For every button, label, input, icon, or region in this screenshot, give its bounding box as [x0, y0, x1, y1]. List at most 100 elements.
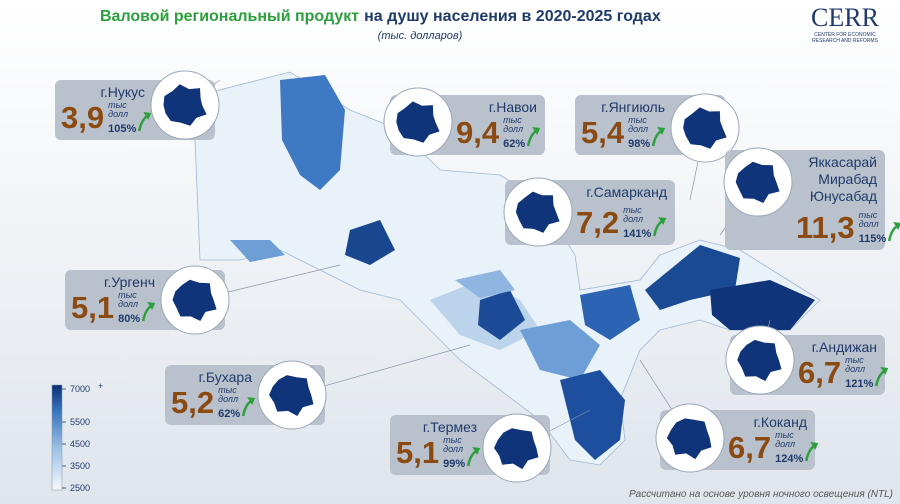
- city-shape: [737, 339, 782, 381]
- growth-arrowhead: [472, 447, 481, 455]
- region: [280, 75, 345, 190]
- footnote: Рассчитано на основе уровня ночного осве…: [629, 489, 893, 500]
- city-name: г.Янгиюль: [601, 99, 665, 115]
- unit: долл: [443, 444, 463, 454]
- country: [194, 71, 821, 466]
- logo-line: CENTER FOR ECONOMIC: [814, 32, 876, 38]
- logo-line: RESEARCH AND REFORMS: [812, 38, 879, 44]
- city-name: г.Навои: [489, 99, 537, 115]
- region: [560, 370, 625, 460]
- growth: 105%: [108, 123, 136, 135]
- city-name: Мирабад: [818, 171, 877, 187]
- region: [230, 240, 285, 262]
- growth: 62%: [218, 408, 240, 420]
- growth: 124%: [775, 453, 803, 465]
- gdp-value: 5,1: [71, 290, 114, 325]
- unit: тыс: [108, 100, 127, 110]
- city-shape: [735, 161, 780, 203]
- gdp-value: 5,1: [396, 435, 439, 470]
- region: [580, 285, 640, 340]
- growth: 80%: [118, 313, 140, 325]
- city-name: г.Нукус: [100, 84, 145, 100]
- city-name: Юнусабад: [810, 188, 877, 204]
- growth-arrowhead: [147, 302, 156, 310]
- unit: тыс: [775, 430, 794, 440]
- city-shape: [163, 84, 207, 126]
- unit: тыс: [118, 290, 137, 300]
- legend-tick-label: 3500: [70, 461, 90, 471]
- gdp-value: 3,9: [61, 100, 104, 135]
- region: [520, 320, 600, 380]
- city-shape: [396, 101, 440, 143]
- legend-tick-label: 5500: [70, 417, 90, 427]
- growth: 99%: [443, 458, 465, 470]
- city-name: г.Термез: [423, 419, 477, 435]
- growth-arrowhead: [247, 397, 256, 405]
- region: [478, 290, 525, 340]
- gdp-value: 7,2: [576, 205, 619, 240]
- unit: тыс: [443, 435, 462, 445]
- unit: тыс: [623, 205, 642, 215]
- unit: долл: [623, 214, 643, 224]
- legend-tick-label: 2500: [70, 483, 90, 493]
- unit: тыс: [845, 355, 864, 365]
- city-shape: [666, 418, 712, 460]
- color-scale: [51, 384, 63, 491]
- region: [710, 280, 815, 330]
- region: [345, 220, 395, 265]
- gdp-value: 11,3: [796, 210, 855, 245]
- subtitle: (тыс. долларов): [378, 30, 463, 42]
- gdp-value: 6,7: [798, 355, 841, 390]
- growth-arrowhead: [658, 217, 667, 225]
- unit: долл: [845, 364, 865, 374]
- unit: тыс: [628, 115, 647, 125]
- city-name: г.Ургенч: [104, 274, 155, 290]
- growth: 62%: [503, 138, 525, 150]
- unit: тыс: [859, 210, 878, 220]
- unit: долл: [628, 124, 648, 134]
- legend-tick-label: 7000: [70, 384, 90, 394]
- growth-arrowhead: [532, 127, 541, 135]
- unit: долл: [775, 439, 795, 449]
- unit: долл: [118, 299, 138, 309]
- city-name: г.Андижан: [812, 339, 877, 355]
- gdp-value: 6,7: [728, 430, 771, 465]
- city-shape: [172, 279, 217, 321]
- city-name: Яккасарай: [808, 154, 877, 170]
- logo: CERR: [811, 3, 880, 32]
- legend-ticks: 2500 3500 4500 5500 7000: [62, 384, 90, 493]
- map: [194, 71, 821, 466]
- gdp-value: 5,4: [581, 115, 625, 150]
- unit: долл: [108, 109, 128, 119]
- city-shape: [515, 191, 560, 233]
- unit: тыс: [503, 115, 522, 125]
- city-name: г.Коканд: [754, 414, 807, 430]
- gdp-value: 9,4: [456, 115, 500, 150]
- unit: долл: [218, 394, 238, 404]
- title-green: Валовой региональный продукт: [100, 8, 359, 25]
- legend-tick-label: 4500: [70, 439, 90, 449]
- growth-arrowhead: [657, 127, 666, 135]
- growth-arrowhead: [810, 442, 819, 450]
- growth: 121%: [845, 378, 873, 390]
- growth-arrowhead: [893, 222, 900, 230]
- city-shape: [683, 107, 727, 149]
- unit: долл: [859, 219, 879, 229]
- growth: 98%: [628, 138, 650, 150]
- city-name: г.Бухара: [199, 369, 253, 385]
- growth: 115%: [859, 233, 887, 245]
- legend-plus: +: [98, 381, 103, 391]
- unit: тыс: [218, 385, 237, 395]
- growth-arrowhead: [143, 112, 152, 120]
- city-shape: [269, 375, 314, 416]
